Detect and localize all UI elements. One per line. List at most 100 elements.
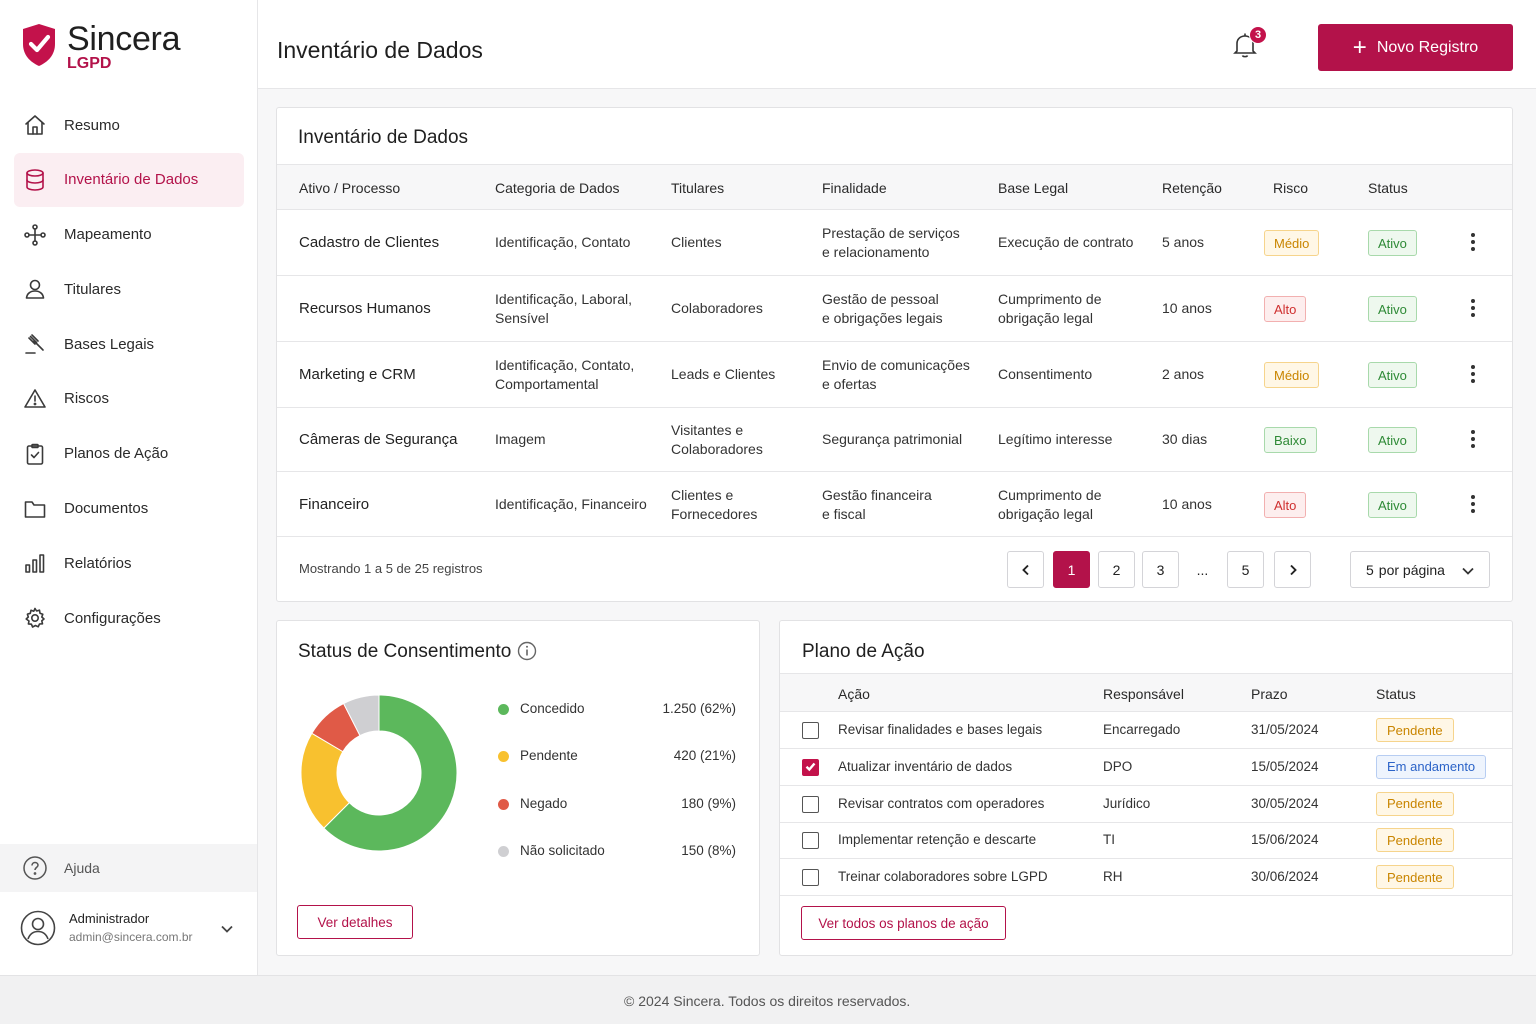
column-header[interactable]: Status [1376,686,1416,702]
cell-asset: Cadastro de Clientes [299,234,440,251]
column-header[interactable]: Finalidade [822,180,887,196]
inventory-card: Inventário de Dados Ativo / Processo Cat… [276,107,1513,602]
sidebar-item-planos-de-acao[interactable]: Planos de Ação [14,427,244,481]
notification-badge: 3 [1249,26,1267,44]
cell-due: 15/05/2024 [1251,758,1319,774]
per-page-select[interactable]: 5 por página [1350,551,1490,588]
row-checkbox[interactable] [802,722,819,739]
cell-legal: Cumprimento de obrigação legal [998,291,1102,326]
cell-asset: Marketing e CRM [299,366,416,383]
risk-badge: Alto [1264,296,1307,322]
cell-due: 30/06/2024 [1251,869,1319,885]
cell-category: Identificação, Contato, Comportamental [495,357,635,392]
user-name: Administrador [69,911,150,926]
help-link[interactable]: Ajuda [0,844,257,892]
column-header[interactable]: Retenção [1162,180,1222,196]
legend-value: 1.250 (62%) [662,701,736,716]
sidebar-item-resumo[interactable]: Resumo [14,98,244,152]
chevron-down-icon [1462,567,1474,575]
sidebar-item-relatorios[interactable]: Relatórios [14,536,244,590]
legend-dot-icon [498,799,509,810]
cell-action: Atualizar inventário de dados [838,758,1013,774]
user-menu[interactable]: Administrador admin@sincera.com.br [20,910,240,946]
legend-label: Concedido [520,701,585,716]
database-icon [22,167,48,193]
row-checkbox[interactable] [802,832,819,850]
sidebar-item-documentos[interactable]: Documentos [14,482,244,536]
status-badge: Ativo [1368,230,1417,256]
more-options-icon[interactable] [1468,297,1478,319]
cell-purpose: Envio de comunicações e ofertas [822,357,970,392]
column-header[interactable]: Ação [838,686,870,702]
table-row[interactable]: Treinar colaboradores sobre LGPD RH 30/06/… [780,859,1512,897]
brand-name: Sincera [67,20,181,58]
more-options-icon[interactable] [1468,363,1478,385]
inventory-table-header: Ativo / Processo Categoria de Dados Titu… [277,164,1512,210]
next-page-button[interactable] [1274,551,1311,588]
cell-category: Identificação, Contato [495,234,631,250]
notifications-button[interactable]: 3 [1230,26,1267,64]
info-icon[interactable] [517,641,537,661]
cell-owner: RH [1103,869,1123,885]
legend-item: Negado 180 (9%) [498,794,736,814]
column-header[interactable]: Risco [1273,180,1309,196]
plus-icon: + [1352,33,1367,61]
page-button[interactable]: 2 [1098,551,1135,588]
row-checkbox[interactable] [802,869,819,887]
legend-label: Não solicitado [520,843,605,858]
chevron-down-icon[interactable] [220,922,234,936]
column-header[interactable]: Base Legal [998,180,1069,196]
cell-owner: TI [1103,832,1115,848]
column-header[interactable]: Status [1368,180,1408,196]
more-options-icon[interactable] [1468,493,1478,515]
cell-holders: Clientes e Fornecedores [671,487,758,522]
page-button[interactable]: 5 [1227,551,1264,588]
column-header[interactable]: Categoria de Dados [495,180,620,196]
more-options-icon[interactable] [1468,428,1478,450]
sidebar-item-titulares[interactable]: Titulares [14,262,244,316]
more-options-icon[interactable] [1468,231,1478,253]
sidebar-item-mapeamento[interactable]: Mapeamento [14,208,244,262]
status-badge: Pendente [1376,865,1454,890]
view-details-button[interactable]: Ver detalhes [297,905,413,939]
legend-dot-icon [498,846,509,857]
column-header[interactable]: Titulares [671,180,725,196]
table-row[interactable]: Recursos Humanos Identificação, Laboral, … [277,276,1512,342]
column-header[interactable]: Responsável [1103,686,1184,702]
donut-slice-concedido[interactable] [323,694,458,852]
sidebar-item-label: Planos de Ação [64,445,169,463]
shield-logo-icon [23,24,55,66]
page-button[interactable]: 3 [1142,551,1179,588]
row-checkbox[interactable] [802,758,819,776]
prev-page-button[interactable] [1007,551,1044,588]
view-all-plans-button[interactable]: Ver todos os planos de ação [801,906,1006,940]
sidebar-item-label: Relatórios [64,554,132,572]
legend-item: Concedido 1.250 (62%) [498,699,736,719]
logo[interactable]: Sincera LGPD [20,22,180,72]
sidebar-item-inventario[interactable]: Inventário de Dados [14,152,244,207]
cell-retention: 30 dias [1162,431,1208,447]
column-header[interactable]: Prazo [1251,686,1288,702]
per-page-value: 5 [1366,561,1374,578]
page-button[interactable]: 1 [1053,551,1090,588]
table-row[interactable]: Atualizar inventário de dados DPO 15/05/20… [780,749,1512,786]
row-checkbox[interactable] [802,795,819,813]
cell-asset: Câmeras de Segurança [299,431,458,448]
column-header[interactable]: Ativo / Processo [299,180,401,196]
cell-legal: Legítimo interesse [998,431,1113,447]
risk-badge: Médio [1264,230,1320,256]
new-record-button[interactable]: + Novo Registro [1318,24,1513,71]
table-row[interactable]: Cadastro de Clientes Identificação, Conta… [277,210,1512,276]
sidebar-item-configuracoes[interactable]: Configurações [14,591,244,645]
table-row[interactable]: Implementar retenção e descarte TI 15/06/2… [780,822,1512,860]
table-row[interactable]: Financeiro Identificação, Financeiro Clien… [277,472,1512,537]
table-row[interactable]: Câmeras de Segurança Imagem Visitantes e C… [277,408,1512,472]
sidebar-item-bases-legais[interactable]: Bases Legais [14,317,244,371]
cell-retention: 10 anos [1162,496,1212,512]
table-row[interactable]: Marketing e CRM Identificação, Contato, C… [277,342,1512,408]
table-row[interactable]: Revisar contratos com operadores Jurídico… [780,786,1512,823]
status-badge: Pendente [1376,718,1454,742]
donut-slice-não-solicitado[interactable] [342,694,380,737]
table-row[interactable]: Revisar finalidades e bases legais Encarr… [780,712,1512,749]
sidebar-item-riscos[interactable]: Riscos [14,372,244,426]
